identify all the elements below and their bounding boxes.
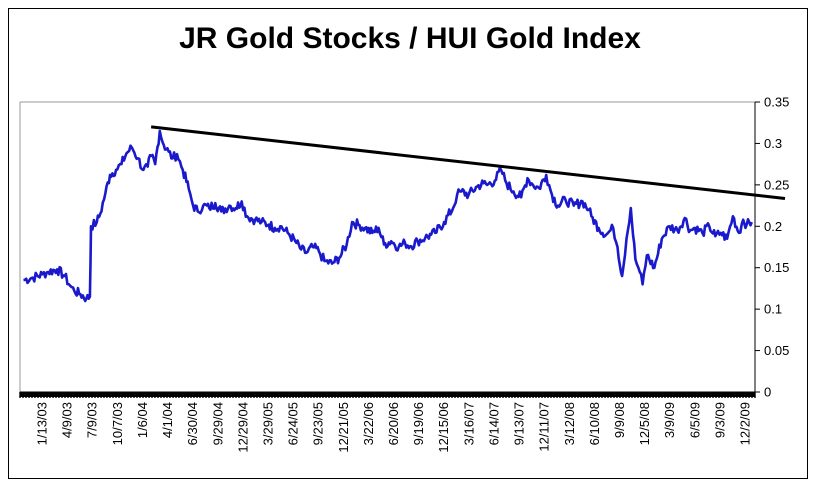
trend-line [150, 125, 786, 200]
x-tick-label: 1/13/03 [35, 402, 50, 445]
chart-title: JR Gold Stocks / HUI Gold Index [179, 22, 641, 55]
x-tick-label: 3/22/06 [361, 402, 376, 445]
x-tick-label: 12/5/08 [637, 402, 652, 445]
x-tick-label: 9/3/09 [712, 402, 727, 438]
x-tick-label: 3/16/07 [461, 402, 476, 445]
x-tick-label: 12/2/09 [738, 402, 753, 445]
x-tick-label: 9/13/07 [512, 402, 527, 445]
chart-frame [8, 8, 808, 479]
y-tick-label: 0.05 [764, 343, 789, 358]
x-tick-label: 3/9/09 [662, 402, 677, 438]
x-tick-label: 9/9/08 [612, 402, 627, 438]
x-tick-label: 6/30/04 [185, 402, 200, 445]
y-tick-label: 0.1 [764, 302, 782, 317]
x-tick-label: 12/11/07 [537, 402, 552, 452]
x-tick-label: 6/10/08 [587, 402, 602, 445]
x-axis-tick-band [20, 392, 755, 397]
y-tick-label: 0.3 [764, 136, 782, 151]
x-tick-label: 1/6/04 [135, 402, 150, 438]
x-tick-label: 6/24/05 [286, 402, 301, 445]
x-tick-label: 4/9/03 [60, 402, 75, 438]
x-tick-label: 6/5/09 [687, 402, 702, 438]
x-tick-label: 10/7/03 [110, 402, 125, 445]
y-tick-label: 0.15 [764, 260, 789, 275]
y-tick-label: 0 [764, 385, 771, 400]
y-tick-label: 0.2 [764, 219, 782, 234]
x-tick-label: 3/29/05 [260, 402, 275, 445]
x-tick-label: 9/23/05 [311, 402, 326, 445]
x-tick-label: 7/9/03 [85, 402, 100, 438]
x-tick-label: 6/20/06 [386, 402, 401, 445]
x-tick-label: 12/15/06 [436, 402, 451, 453]
x-tick-label: 9/29/04 [210, 402, 225, 445]
x-tick-label: 12/21/05 [336, 402, 351, 453]
x-tick-label: 9/19/06 [411, 402, 426, 445]
y-tick-label: 0.35 [764, 95, 789, 110]
y-tick-label: 0.25 [764, 177, 789, 192]
x-tick-label: 6/14/07 [486, 402, 501, 445]
x-tick-label: 12/29/04 [235, 402, 250, 453]
x-tick-label: 3/12/08 [562, 402, 577, 445]
x-tick-label: 4/1/04 [160, 402, 175, 438]
series-line [23, 129, 754, 303]
